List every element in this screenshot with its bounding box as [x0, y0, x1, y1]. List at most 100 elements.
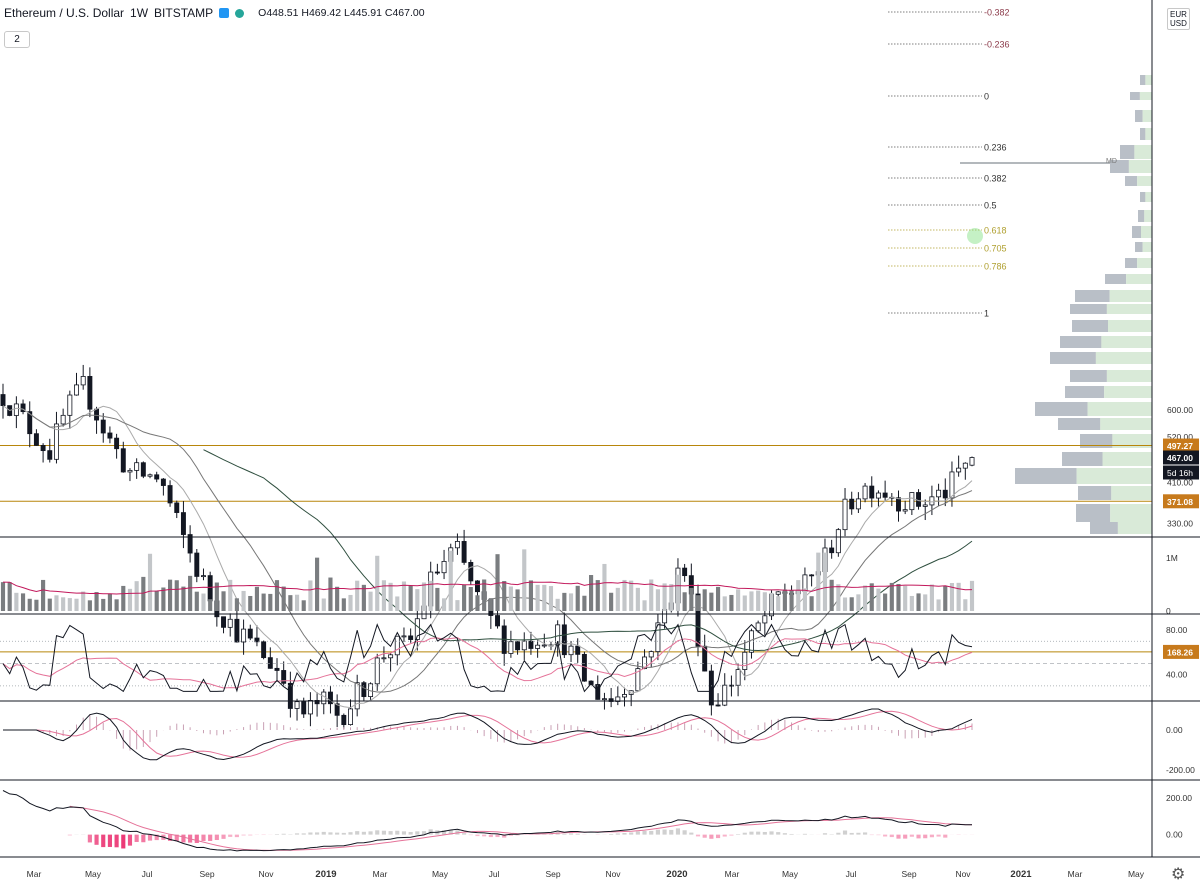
candle[interactable] [568, 645, 574, 656]
volume-bar[interactable] [969, 580, 975, 611]
candle[interactable] [434, 571, 440, 574]
collapse-indicators-button[interactable]: 2 [4, 31, 30, 48]
candle[interactable] [13, 403, 19, 416]
candle[interactable] [608, 698, 614, 702]
volume-bar[interactable] [161, 587, 166, 611]
volume-bar[interactable] [208, 599, 213, 611]
volume-bar[interactable] [20, 593, 26, 611]
volume-bar[interactable] [274, 580, 280, 611]
candle[interactable] [221, 616, 227, 628]
candle[interactable] [541, 644, 547, 647]
volume-bar[interactable] [448, 550, 453, 611]
candle[interactable] [595, 684, 601, 700]
volume-bar[interactable] [769, 592, 774, 611]
volume-bar[interactable] [261, 593, 266, 611]
volume-bar[interactable] [114, 599, 119, 611]
candle[interactable] [441, 561, 447, 574]
candle[interactable] [287, 682, 293, 709]
candle[interactable] [167, 485, 173, 504]
volume-bar[interactable] [361, 584, 366, 611]
candle[interactable] [67, 394, 73, 416]
candle[interactable] [361, 682, 367, 697]
candle[interactable] [100, 419, 106, 434]
volume-bar[interactable] [916, 593, 921, 611]
candle[interactable] [735, 669, 741, 686]
volume-bar[interactable] [816, 552, 821, 611]
volume-bar[interactable] [842, 597, 848, 611]
currency-button[interactable]: EUR USD [1167, 8, 1190, 30]
candle[interactable] [147, 474, 153, 477]
volume-bar[interactable] [34, 599, 39, 611]
candle[interactable] [468, 562, 474, 582]
candle[interactable] [722, 684, 728, 706]
volume-bar[interactable] [756, 590, 761, 611]
volume-bar[interactable] [682, 592, 687, 611]
volume-bar[interactable] [107, 593, 112, 611]
volume-bar[interactable] [495, 554, 500, 611]
volume-bar[interactable] [47, 598, 52, 611]
candle[interactable] [695, 593, 701, 647]
candle[interactable] [842, 498, 848, 531]
candle[interactable] [321, 691, 327, 705]
candle[interactable] [114, 437, 120, 450]
volume-bar[interactable] [649, 579, 654, 611]
volume-bar[interactable] [856, 594, 861, 611]
volume-bar[interactable] [762, 592, 767, 611]
candle[interactable] [374, 657, 380, 685]
candle[interactable] [869, 485, 875, 499]
volume-bar[interactable] [609, 592, 614, 611]
volume-bar[interactable] [809, 596, 814, 611]
candle[interactable] [849, 498, 855, 510]
volume-bar[interactable] [408, 585, 413, 611]
candle[interactable] [327, 691, 333, 705]
volume-bar[interactable] [903, 585, 908, 611]
volume-bar[interactable] [127, 588, 133, 611]
candle[interactable] [294, 701, 300, 709]
volume-bar[interactable] [582, 595, 587, 611]
candle[interactable] [207, 575, 213, 602]
candle[interactable] [902, 509, 908, 512]
volume-bar[interactable] [81, 591, 86, 611]
candle[interactable] [922, 504, 928, 507]
volume-bar[interactable] [502, 581, 507, 611]
volume-bar[interactable] [669, 584, 674, 611]
volume-bar[interactable] [555, 598, 560, 611]
volume-bar[interactable] [876, 588, 881, 611]
candle[interactable] [615, 696, 621, 702]
volume-bar[interactable] [428, 580, 433, 611]
volume-bar[interactable] [522, 549, 527, 611]
candle[interactable] [281, 670, 287, 684]
rsi-pane[interactable]: 80.00 40.00 [0, 623, 1188, 693]
candle[interactable] [261, 641, 267, 659]
volume-bar[interactable] [963, 599, 968, 611]
candle[interactable] [762, 615, 768, 624]
candle[interactable] [882, 492, 888, 498]
volume-bar[interactable] [27, 598, 32, 611]
candle[interactable] [835, 529, 841, 554]
candle[interactable] [655, 622, 661, 653]
volume-bar[interactable] [695, 595, 701, 611]
candle[interactable] [648, 651, 654, 658]
volume-bar[interactable] [341, 598, 346, 611]
candle[interactable] [408, 635, 414, 640]
volume-bar[interactable] [415, 589, 420, 611]
candle[interactable] [394, 635, 400, 656]
volume-pane[interactable]: 1M 0 [0, 549, 1178, 616]
volume-bar[interactable] [94, 592, 99, 611]
interval-label[interactable]: 1W [130, 6, 149, 20]
volume-bar[interactable] [742, 595, 747, 611]
candle[interactable] [875, 492, 881, 499]
volume-bar[interactable] [375, 555, 380, 611]
volume-bar[interactable] [308, 580, 313, 611]
candle[interactable] [33, 433, 39, 446]
volume-bar[interactable] [355, 580, 360, 611]
volume-bar[interactable] [194, 591, 199, 611]
volume-bar[interactable] [635, 587, 640, 611]
candle[interactable] [862, 485, 868, 500]
volume-bar[interactable] [675, 574, 681, 611]
candle[interactable] [929, 496, 935, 506]
candle[interactable] [401, 635, 407, 638]
candle[interactable] [227, 618, 233, 628]
candle[interactable] [127, 469, 133, 473]
